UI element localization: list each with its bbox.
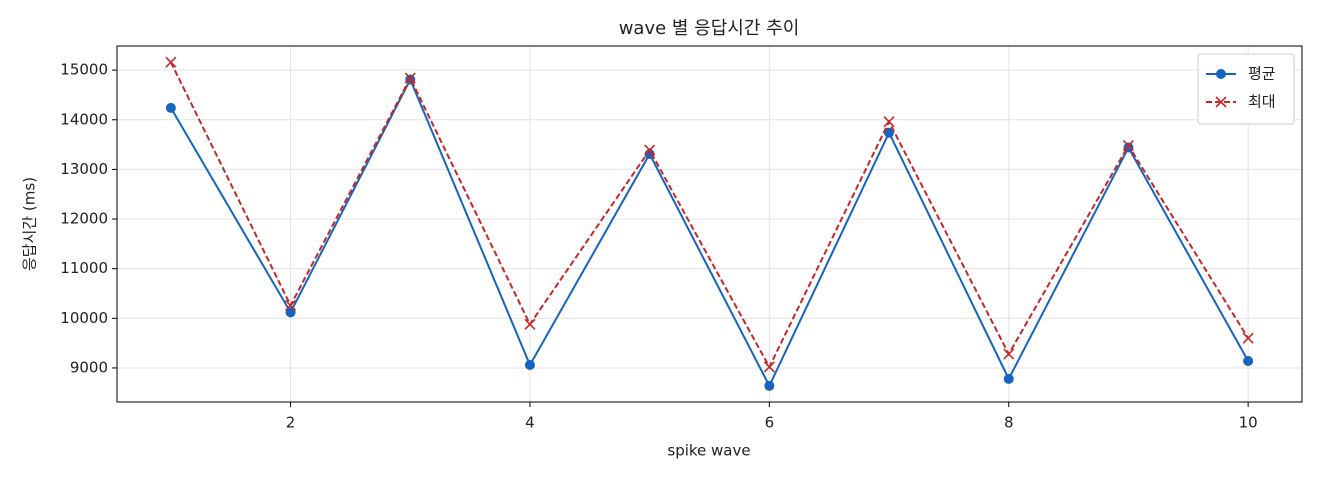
marker-stroke [1215,96,1227,108]
y-tick-label: 14000 [60,110,108,128]
marker [883,116,895,128]
x-tick-label: 8 [1004,414,1014,432]
legend-label: 최대 [1248,93,1276,111]
series-line [170,77,1250,389]
marker [644,144,656,156]
x-axis-label: spike wave [667,442,750,460]
legend-box [1197,53,1295,125]
marker-stroke [404,72,416,84]
marker [1003,348,1015,360]
x-tick-label: 4 [525,414,535,432]
x-tick-label: 10 [1239,414,1258,432]
x-tick-label: 6 [765,414,775,432]
marker-stroke [763,361,775,373]
marker-stroke [883,116,895,128]
y-tick-label: 15000 [60,61,108,79]
marker [763,361,775,373]
marker-stroke [644,144,656,156]
series-line [169,61,1249,370]
y-tick-label: 12000 [60,210,108,228]
marker-stroke [1122,140,1135,152]
marker-stroke [1242,332,1254,344]
marker [165,102,176,113]
chart-title: wave 별 응답시간 추이 [619,18,800,39]
marker-stroke [165,56,177,68]
marker [1242,332,1254,344]
marker [524,359,535,370]
y-tick-label: 13000 [60,160,108,178]
y-tick-label: 10000 [60,309,108,327]
y-tick-label: 9000 [70,358,108,376]
marker [165,56,177,68]
marker [1243,355,1254,366]
marker [284,299,297,311]
marker [1216,69,1226,79]
marker [764,380,775,391]
x-tick-label: 2 [286,414,296,432]
marker [1122,140,1135,152]
marker-stroke [1003,348,1015,360]
plot-frame [116,45,1303,403]
marker [1003,373,1014,384]
marker [1215,96,1227,108]
marker [404,72,416,84]
marker [285,307,296,318]
marker-stroke [524,318,536,330]
legend-label: 평균 [1248,65,1276,83]
marker [884,127,895,138]
y-axis-label: 응답시간 (ms) [21,177,39,271]
y-tick-label: 11000 [60,259,108,277]
marker [524,318,536,330]
marker-stroke [284,299,297,311]
